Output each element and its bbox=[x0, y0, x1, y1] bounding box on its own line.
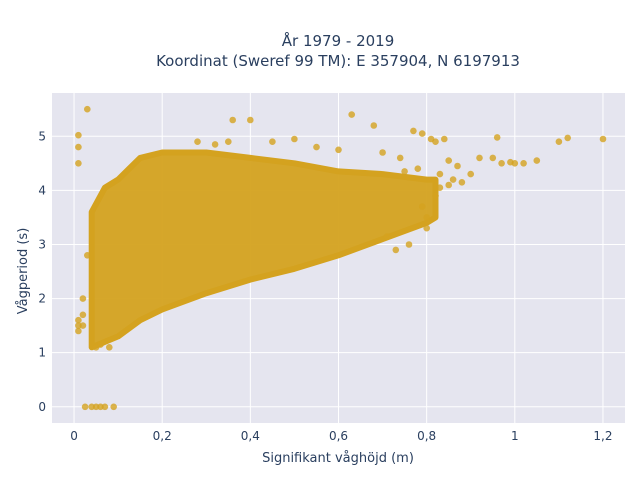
scatter-point bbox=[476, 154, 483, 162]
scatter-point bbox=[383, 233, 391, 240]
tick-labels: 0 0,2 0,4 0,6 0,8 1 1,2 0 1 2 3 4 5 bbox=[38, 129, 612, 443]
x-axis-title: Signifikant våghöjd (m) bbox=[262, 451, 414, 466]
scatter-point bbox=[445, 157, 453, 164]
scatter-point bbox=[75, 316, 82, 324]
y-tick-label: 1 bbox=[38, 346, 46, 360]
scatter-point bbox=[75, 131, 82, 139]
scatter-point bbox=[533, 157, 541, 164]
scatter-point bbox=[269, 138, 276, 145]
dense-point-cloud bbox=[88, 149, 439, 351]
scatter-point bbox=[291, 135, 298, 143]
scatter-point bbox=[75, 160, 82, 167]
scatter-point bbox=[441, 135, 448, 143]
scatter-point bbox=[75, 327, 82, 335]
scatter-point bbox=[335, 146, 342, 154]
scatter-point bbox=[106, 344, 113, 351]
chart-title-line-1: År 1979 - 2019 bbox=[282, 31, 395, 50]
y-tick-label: 5 bbox=[38, 129, 46, 143]
scatter-point bbox=[564, 134, 571, 142]
scatter-point bbox=[423, 214, 431, 221]
chart-title-line-2: Koordinat (Sweref 99 TM): E 357904, N 61… bbox=[156, 52, 520, 70]
scatter-point bbox=[79, 295, 87, 302]
x-tick-label: 0 bbox=[70, 429, 78, 443]
scatter-point bbox=[458, 179, 466, 186]
scatter-point bbox=[225, 138, 232, 145]
scatter-point bbox=[81, 403, 89, 411]
scatter-point bbox=[520, 160, 527, 167]
scatter-point bbox=[396, 154, 404, 162]
scatter-point bbox=[379, 149, 386, 156]
y-axis-title: Vågperiod (s) bbox=[16, 228, 31, 315]
y-tick-label: 3 bbox=[38, 237, 46, 251]
scatter-point bbox=[436, 170, 444, 178]
scatter-point bbox=[436, 184, 444, 191]
y-tick-label: 2 bbox=[38, 292, 46, 306]
scatter-point bbox=[211, 141, 219, 148]
scatter-point bbox=[348, 111, 356, 118]
x-tick-label: 0,6 bbox=[329, 429, 348, 443]
scatter-point bbox=[405, 241, 413, 248]
scatter-point bbox=[432, 192, 439, 200]
scatter-point bbox=[423, 224, 431, 232]
scatter-point bbox=[313, 143, 320, 151]
scatter-point bbox=[401, 168, 408, 175]
scatter-point bbox=[449, 176, 457, 183]
x-tick-label: 0,4 bbox=[241, 429, 260, 443]
scatter-point bbox=[75, 143, 82, 151]
x-tick-label: 0,2 bbox=[153, 429, 172, 443]
scatter-point bbox=[79, 311, 87, 319]
scatter-point bbox=[489, 154, 497, 162]
scatter-point bbox=[599, 135, 607, 143]
scatter-point bbox=[97, 341, 104, 348]
y-tick-label: 0 bbox=[38, 400, 46, 414]
y-tick-label: 4 bbox=[38, 183, 46, 197]
scatter-point bbox=[194, 138, 201, 145]
scatter-point bbox=[418, 203, 426, 210]
scatter-point bbox=[414, 165, 422, 172]
scatter-point bbox=[498, 160, 505, 167]
x-tick-label: 1,2 bbox=[593, 429, 612, 443]
scatter-point bbox=[555, 138, 563, 145]
scatter-point bbox=[432, 138, 439, 145]
scatter-point bbox=[467, 170, 475, 178]
scatter-point bbox=[370, 122, 378, 129]
scatter-points bbox=[75, 105, 607, 411]
scatter-point bbox=[229, 116, 236, 124]
scatter-point bbox=[79, 322, 87, 329]
scatter-point bbox=[493, 134, 501, 141]
scatter-point bbox=[110, 403, 117, 411]
scatter-point bbox=[392, 246, 400, 254]
scatter-point bbox=[410, 127, 417, 135]
scatter-point bbox=[84, 105, 91, 113]
scatter-point bbox=[101, 403, 109, 411]
scatter-point bbox=[247, 116, 254, 124]
scatter-point bbox=[454, 162, 461, 170]
dense-scatter-region bbox=[88, 149, 439, 351]
scatter-point bbox=[445, 181, 453, 189]
x-tick-label: 0,8 bbox=[417, 429, 436, 443]
x-tick-label: 1 bbox=[511, 429, 519, 443]
scatter-point bbox=[84, 252, 91, 259]
scatter-point bbox=[418, 130, 426, 137]
scatter-point bbox=[511, 160, 519, 167]
